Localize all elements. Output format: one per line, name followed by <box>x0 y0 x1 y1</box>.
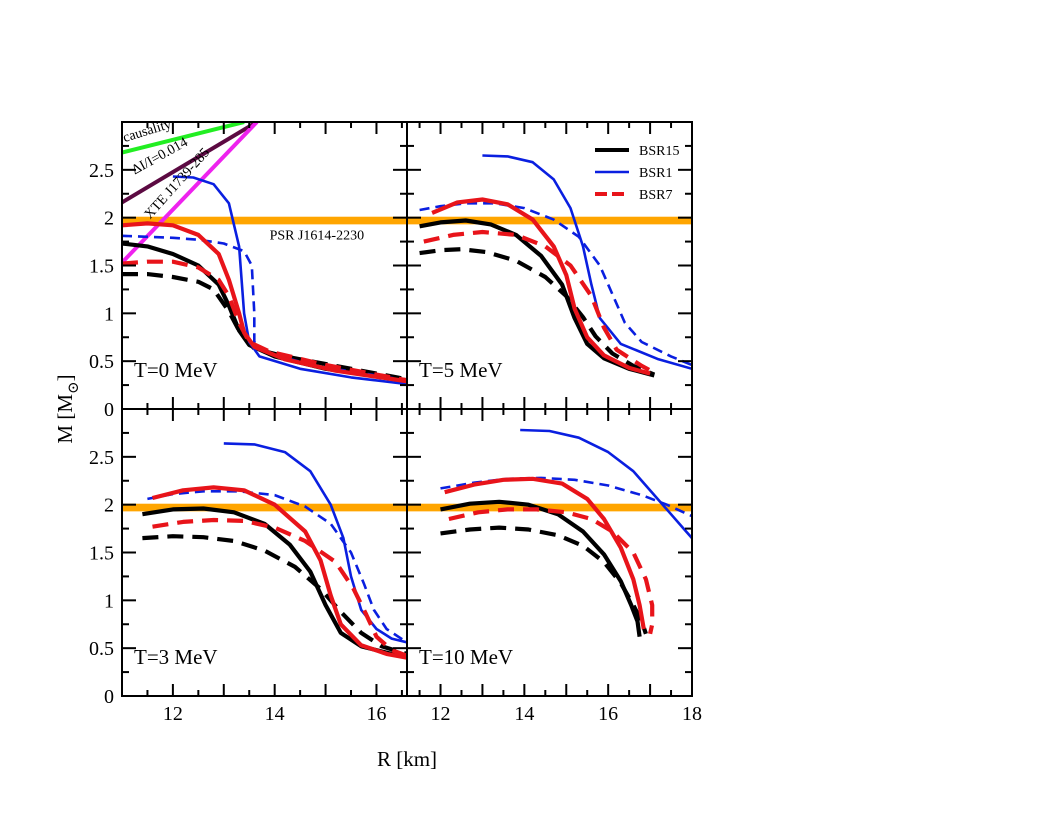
psr-band-t10 <box>407 503 692 512</box>
y-tick-label: 0.5 <box>89 351 114 373</box>
legend-label-bsr1: BSR1 <box>639 166 672 181</box>
x-tick-label: 12 <box>163 703 183 725</box>
x-tick-label: 16 <box>366 703 386 725</box>
legend-label-bsr15: BSR15 <box>639 144 679 159</box>
curve-t0-bsr7-dashed <box>122 259 407 383</box>
y-tick-label: 0 <box>104 399 114 421</box>
y-axis-title-close: ] <box>53 374 77 381</box>
y-tick-label: 1 <box>104 303 114 325</box>
panel-label-t3: T=3 MeV <box>134 645 218 669</box>
x-axis-title: R [km] <box>377 747 437 771</box>
panel-frame-t10 <box>406 408 693 697</box>
curve-t10-bsr7-solid <box>444 476 646 630</box>
panel-t10 <box>406 408 693 697</box>
panel-t3-plot-area <box>122 442 407 660</box>
curve-t10-bsr15-solid <box>440 499 642 637</box>
psr-band-label: PSR J1614-2230 <box>270 229 365 244</box>
y-tick-label: 2 <box>104 495 114 517</box>
y-tick-label: 1.5 <box>89 256 114 278</box>
psr-band-t3 <box>122 503 407 512</box>
curve-t10-bsr1-solid <box>520 428 692 539</box>
panel-label-t0: T=0 MeV <box>134 358 218 382</box>
curve-t5-bsr7-dashed <box>423 229 656 375</box>
panel-t10-plot-area <box>407 428 692 637</box>
x-tick-label: 12 <box>431 703 451 725</box>
y-tick-label: 0 <box>104 686 114 708</box>
x-tick-label: 16 <box>598 703 618 725</box>
legend: BSR15 BSR1 BSR7 <box>595 144 679 203</box>
y-axis-title: M [M⊙] <box>53 374 82 443</box>
psr-band-t5 <box>407 216 692 225</box>
panel-label-t5: T=5 MeV <box>419 358 503 382</box>
panel-t5-plot-area <box>407 154 692 378</box>
curve-t5-bsr1-solid <box>482 154 692 371</box>
y-axis-title-main: M [M <box>53 394 77 444</box>
y-tick-label: 1.5 <box>89 543 114 565</box>
curve-t3-bsr7-dashed <box>152 517 407 658</box>
curve-t3-bsr1-solid <box>223 442 407 644</box>
curve-t5-bsr15-solid <box>419 218 655 378</box>
curve-t10-bsr1-dashed <box>440 476 692 518</box>
x-tick-label: 18 <box>682 703 702 725</box>
text-layer: R [km] M [M⊙] 0 0.5 1 1.5 2 2.5 T=0 MeV PSR J16… <box>53 117 702 771</box>
curve-t5-bsr7-solid <box>431 197 651 376</box>
constraint-line-1 <box>122 122 258 205</box>
curve-t10-bsr15-dashed <box>440 525 648 635</box>
curve-t3-bsr1-dashed <box>147 490 407 644</box>
panel-label-t10: T=10 MeV <box>419 645 513 669</box>
x-tick-label: 14 <box>265 703 285 725</box>
panels-layer <box>121 121 693 697</box>
y-tick-label: 2 <box>104 208 114 230</box>
curve-t5-bsr15-dashed <box>419 247 656 377</box>
legend-label-bsr7: BSR7 <box>639 188 672 203</box>
y-tick-label: 1 <box>104 590 114 612</box>
curve-t3-bsr15-solid <box>142 506 407 658</box>
curve-t3-bsr15-dashed <box>142 534 407 656</box>
curve-t0-bsr7-solid <box>122 221 407 384</box>
curve-t0-bsr1-solid <box>172 175 407 386</box>
y-tick-label: 2.5 <box>89 447 114 469</box>
y-tick-label: 0.5 <box>89 638 114 660</box>
y-axis-title-sub: ⊙ <box>66 381 82 394</box>
constraint-line-2 <box>122 122 259 264</box>
x-tick-label: 14 <box>514 703 534 725</box>
y-tick-label: 2.5 <box>89 160 114 182</box>
curve-t5-bsr1-dashed <box>419 202 692 367</box>
panel-t5 <box>406 121 693 410</box>
curve-t10-bsr7-dashed <box>448 507 655 635</box>
panel-t0-plot-area <box>122 122 407 386</box>
psr-band-t0 <box>122 216 407 225</box>
curve-t3-bsr7-solid <box>151 485 407 660</box>
panel-t3 <box>121 408 408 697</box>
